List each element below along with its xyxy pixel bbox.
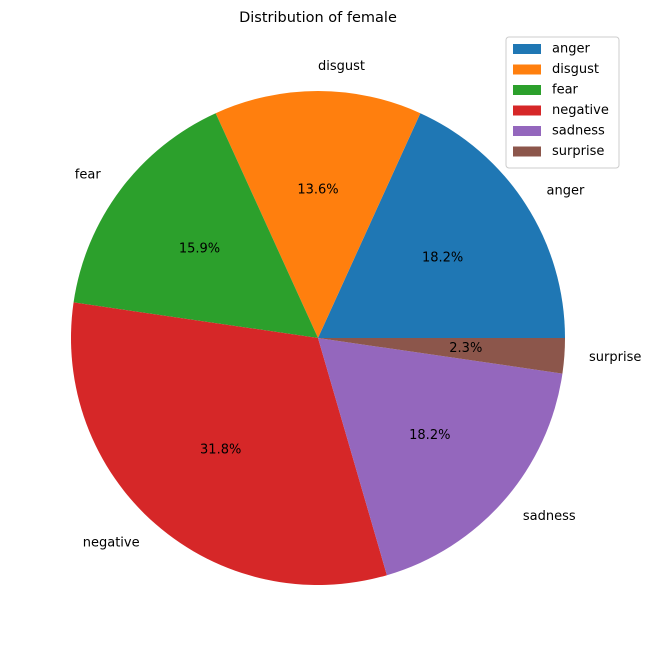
legend-swatch-fear [513,85,541,95]
slice-label-negative: negative [83,535,140,550]
percent-label-sadness: 18.2% [409,428,450,443]
legend-swatch-sadness [513,126,541,136]
legend-label-disgust: disgust [552,62,599,77]
slice-label-sadness: sadness [523,509,576,524]
slice-label-anger: anger [547,184,585,199]
chart-title: Distribution of female [239,10,397,26]
percent-label-negative: 31.8% [200,442,241,457]
percent-label-disgust: 13.6% [297,182,338,197]
slice-labels: anger 18.2% disgust 13.6% fear 15.9% negative 3… [75,59,642,551]
slice-fear [73,113,318,338]
legend-swatch-anger [513,44,541,54]
pie-slices [70,90,565,585]
legend-swatch-disgust [513,64,541,75]
legend-label-anger: anger [552,42,590,57]
slice-sadness [318,338,563,576]
percent-label-anger: 18.2% [422,250,463,265]
legend-label-fear: fear [552,83,579,98]
legend-swatch-negative [513,105,541,116]
slice-label-disgust: disgust [318,59,365,74]
slice-label-surprise: surprise [589,350,641,365]
legend-swatch-surprise [513,146,541,157]
slice-label-fear: fear [75,167,102,182]
slice-surprise [318,338,565,374]
legend-label-surprise: surprise [552,144,604,159]
legend-label-sadness: sadness [552,124,605,139]
slice-negative [70,302,387,585]
percent-label-surprise: 2.3% [449,341,482,356]
slice-disgust [215,90,421,339]
legend-label-negative: negative [552,103,609,118]
legend: anger disgust fear negative sadness surprise [505,36,620,169]
slice-anger [318,113,565,338]
percent-label-fear: 15.9% [179,242,220,257]
